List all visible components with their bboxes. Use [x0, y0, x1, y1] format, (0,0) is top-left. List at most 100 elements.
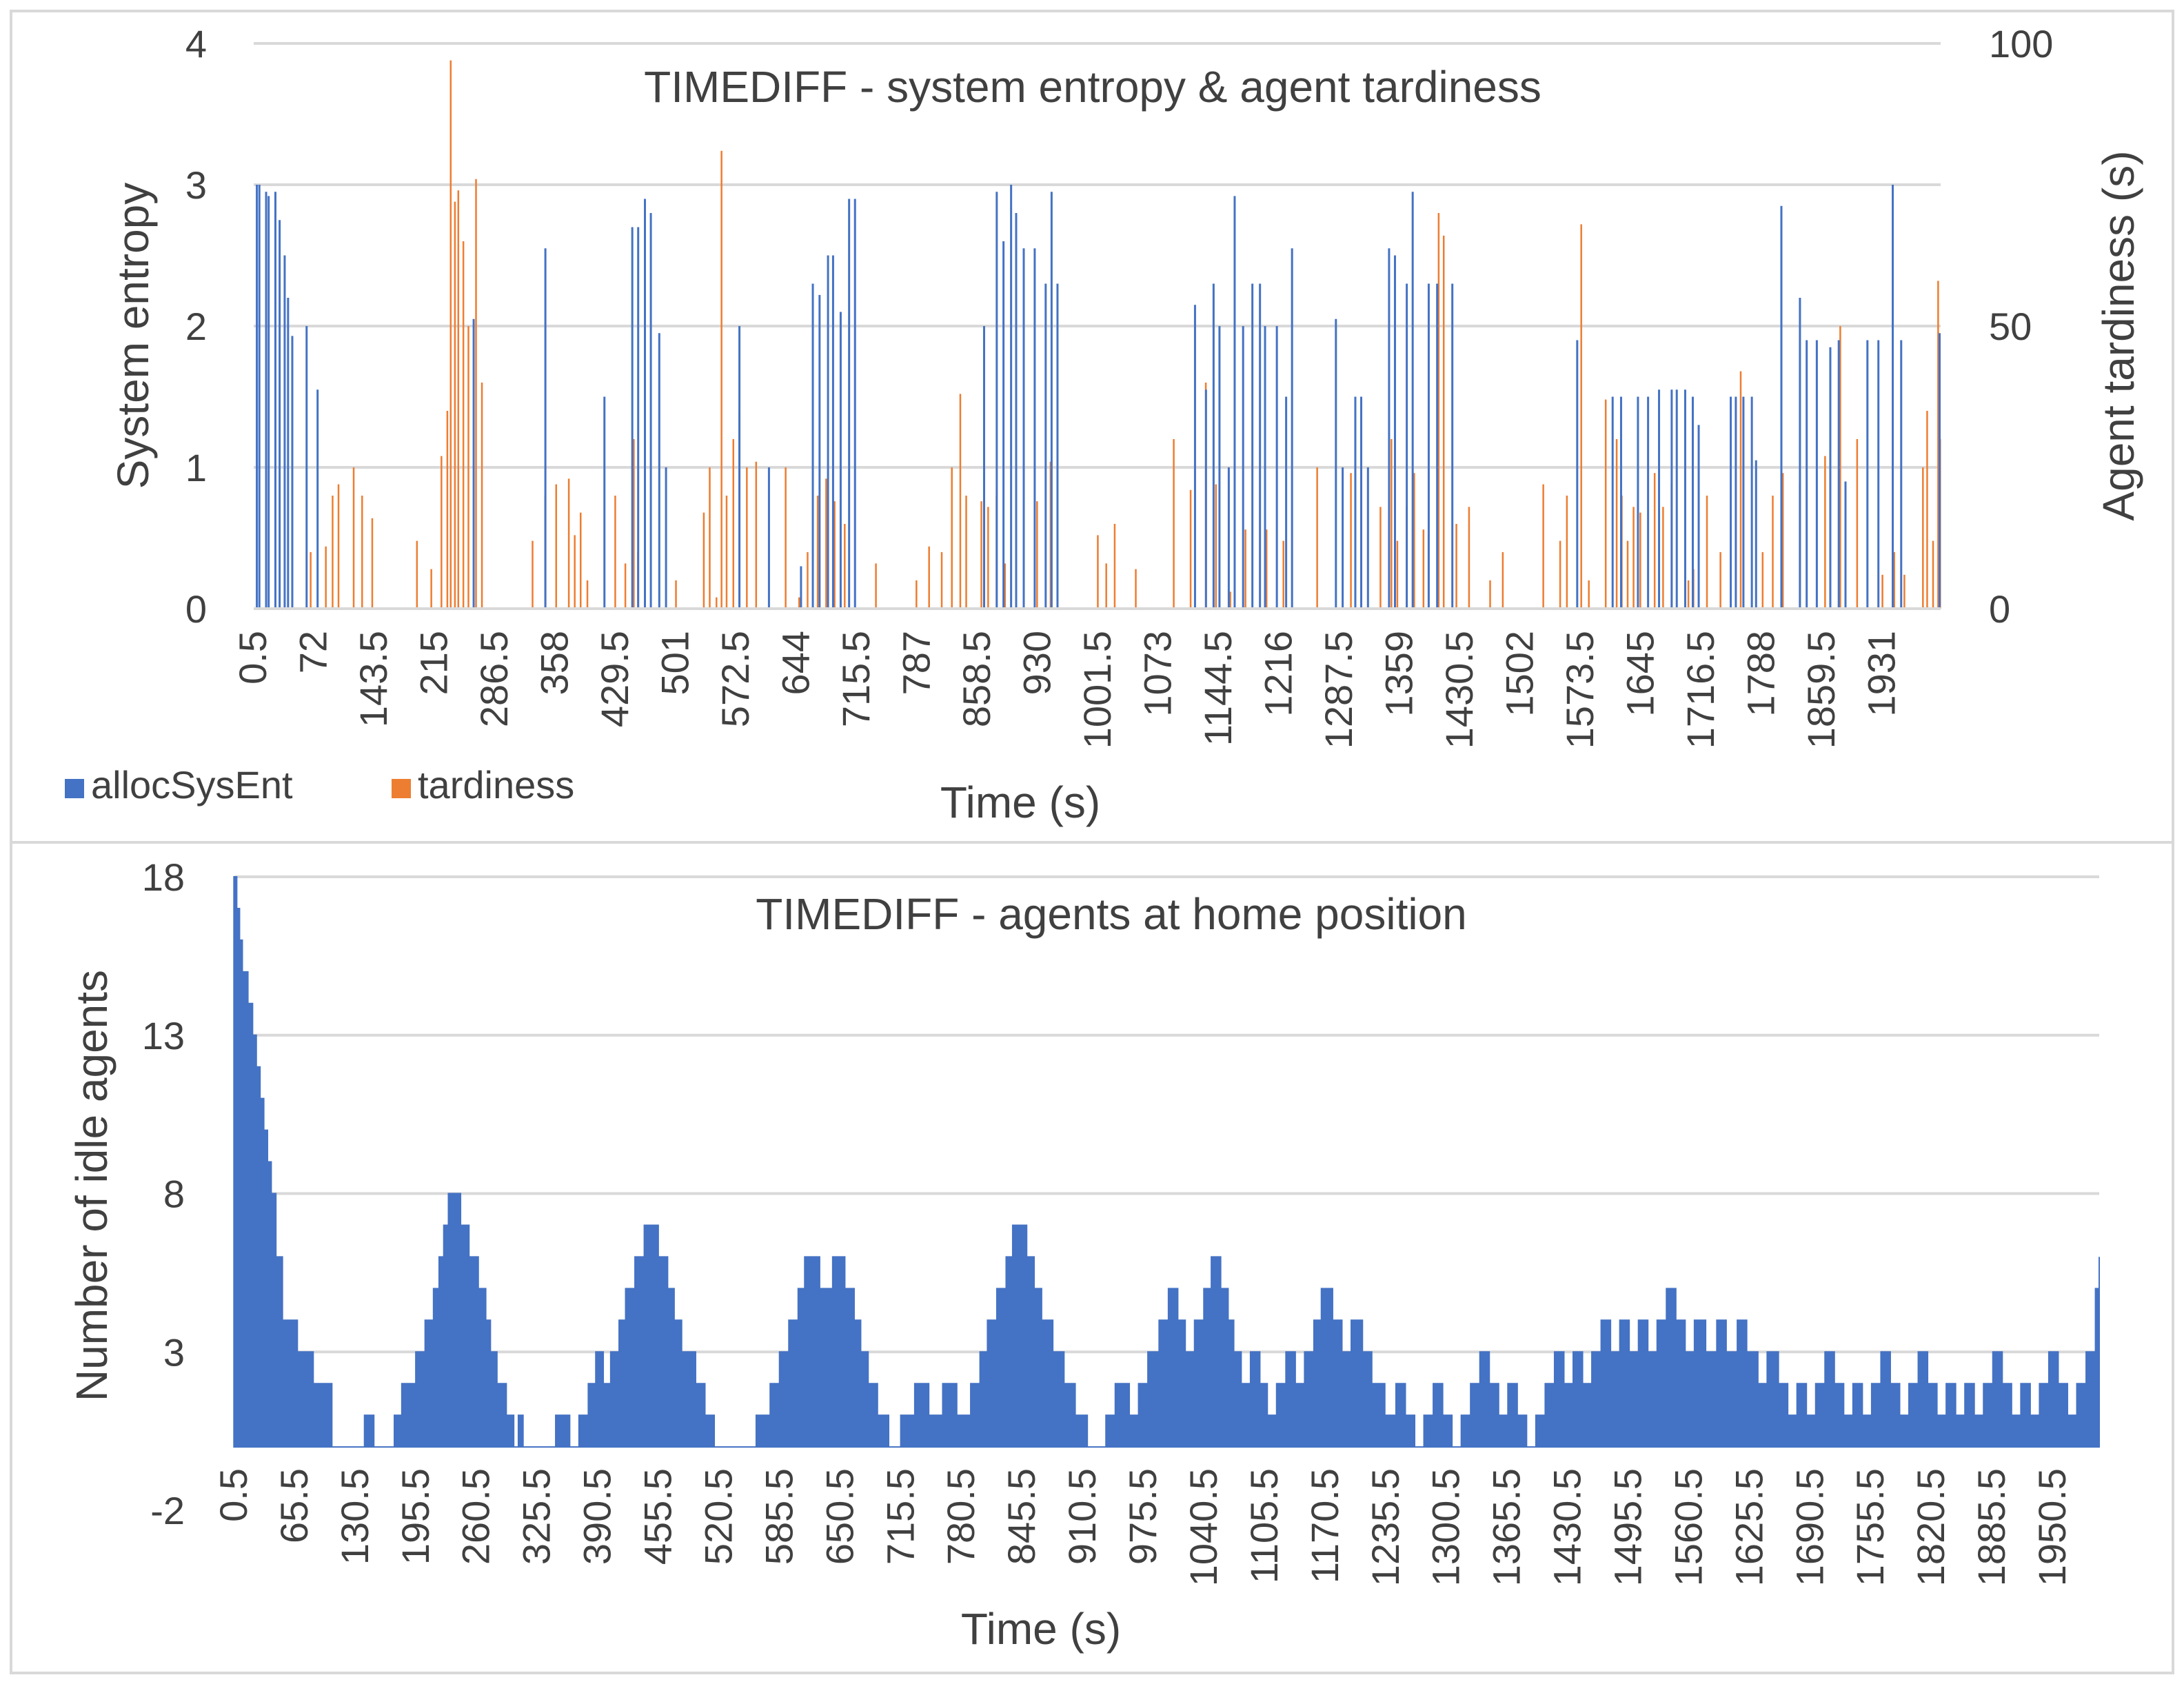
bottom-y-tick-labels: -2 3 8 13 18	[142, 855, 185, 1532]
bottom-y-tick-label: 18	[142, 855, 185, 899]
tardiness-bar	[1422, 529, 1425, 609]
top-y-tick-labels: 0 1 2 3 4	[185, 22, 207, 631]
tardiness-bar	[614, 496, 616, 609]
tardiness-bar	[1662, 507, 1664, 609]
entropy-bar	[472, 318, 475, 609]
tardiness-bar	[1282, 540, 1284, 609]
entropy-bar	[1730, 396, 1732, 609]
entropy-bar	[1755, 460, 1757, 609]
tardiness-bar	[1113, 524, 1116, 609]
top-chart-title: TIMEDIFF - system entropy & agent tardin…	[644, 62, 1541, 112]
tardiness-bar	[1502, 552, 1504, 609]
bottom-x-tick-label: 585.5	[757, 1468, 800, 1565]
tardiness-bar	[586, 580, 589, 609]
entropy-bar	[287, 298, 290, 609]
entropy-bar	[1291, 248, 1293, 609]
tardiness-bar	[1542, 484, 1544, 609]
top-x-tick-label: 215	[412, 631, 456, 695]
tardiness-bar	[980, 501, 982, 609]
tardiness-bar	[716, 597, 718, 609]
top-y-tick-label: 0	[185, 587, 207, 631]
bottom-x-tick-label: 1950.5	[2030, 1468, 2074, 1586]
tardiness-bar	[1396, 540, 1399, 609]
entropy-bar	[1393, 255, 1396, 609]
top-x-tick-label: 1502	[1498, 631, 1541, 717]
entropy-bar	[1227, 467, 1230, 609]
tardiness-bar	[441, 456, 443, 609]
top-x-tick-label: 1716.5	[1679, 631, 1722, 749]
entropy-bar	[1212, 283, 1215, 609]
top-x-tick-label: 787	[895, 631, 938, 695]
bottom-x-axis-title: Time (s)	[961, 1604, 1121, 1654]
tardiness-bar	[1824, 456, 1826, 609]
bottom-x-tick-label: 975.5	[1121, 1468, 1164, 1565]
entropy-bar	[1204, 389, 1207, 609]
entropy-bar	[848, 199, 851, 609]
entropy-bar	[1619, 396, 1622, 609]
tardiness-bar	[1653, 473, 1656, 609]
top-y2-tick-labels: 0 50 100	[1989, 22, 2053, 631]
top-legend: allocSysEnt tardiness	[65, 763, 574, 807]
bottom-x-tick-label: 325.5	[515, 1468, 558, 1565]
entropy-bar	[1844, 481, 1847, 609]
bottom-x-tick-label: 455.5	[636, 1468, 680, 1565]
tardiness-bar	[430, 569, 432, 609]
tardiness-bar	[928, 546, 930, 609]
entropy-bar	[1670, 389, 1673, 609]
top-x-tick-label: 1788	[1739, 631, 1783, 717]
entropy-bar	[267, 196, 270, 609]
tardiness-bar	[1687, 580, 1690, 609]
top-y-axis-title: System entropy	[108, 183, 158, 489]
tardiness-bar	[1932, 540, 1934, 609]
tardiness-bar	[1489, 580, 1491, 609]
entropy-bar	[1647, 396, 1650, 609]
tardiness-bar	[361, 496, 363, 609]
entropy-bar	[1750, 396, 1753, 609]
tardiness-bar	[467, 326, 469, 609]
tardiness-bar	[310, 552, 312, 609]
entropy-bar	[1010, 185, 1013, 609]
top-x-tick-label: 143.5	[352, 631, 395, 727]
tardiness-bar	[1903, 574, 1905, 609]
entropy-bar	[291, 336, 294, 609]
top-x-tick-label: 1073	[1136, 631, 1180, 717]
tardiness-bar	[951, 467, 953, 609]
top-x-tick-label: 858.5	[955, 631, 998, 727]
top-x-tick-label: 358	[533, 631, 576, 695]
tardiness-bar	[732, 439, 735, 609]
entropy-bar	[603, 396, 606, 609]
top-x-tick-label: 930	[1015, 631, 1059, 695]
entropy-bar	[1259, 283, 1262, 609]
tardiness-bar	[987, 507, 989, 609]
top-y-tick-label: 3	[185, 163, 207, 207]
tardiness-bar	[702, 512, 705, 609]
tardiness-bar	[833, 501, 836, 609]
bottom-x-tick-label: 1560.5	[1666, 1468, 1710, 1586]
tardiness-bar	[1455, 524, 1457, 609]
bottom-y-tick-label: -2	[150, 1489, 185, 1532]
entropy-bar	[800, 566, 802, 609]
tardiness-bar	[633, 439, 635, 609]
tardiness-bar	[337, 484, 340, 609]
entropy-bar	[1015, 213, 1018, 609]
tardiness-bar	[555, 484, 558, 609]
entropy-bar	[1002, 241, 1005, 609]
tardiness-bar	[1881, 574, 1883, 609]
tardiness-bar	[755, 461, 758, 609]
top-y-tick-label: 2	[185, 305, 207, 348]
top-x-tick-label: 72	[292, 631, 335, 673]
bottom-x-tick-label: 1365.5	[1485, 1468, 1528, 1586]
tardiness-bar	[1772, 496, 1774, 609]
tardiness-bar	[1632, 507, 1635, 609]
entropy-bar	[1735, 396, 1737, 609]
tardiness-bar	[1761, 552, 1764, 609]
tardiness-bar	[965, 496, 967, 609]
entropy-bar	[1360, 396, 1363, 609]
top-x-tick-label: 1216	[1257, 631, 1300, 717]
entropy-bar	[1251, 283, 1254, 609]
tardiness-bar	[1316, 467, 1318, 609]
entropy-bar	[995, 192, 998, 609]
top-x-tick-label: 1430.5	[1437, 631, 1481, 749]
top-x-tick-label: 1287.5	[1317, 631, 1360, 749]
